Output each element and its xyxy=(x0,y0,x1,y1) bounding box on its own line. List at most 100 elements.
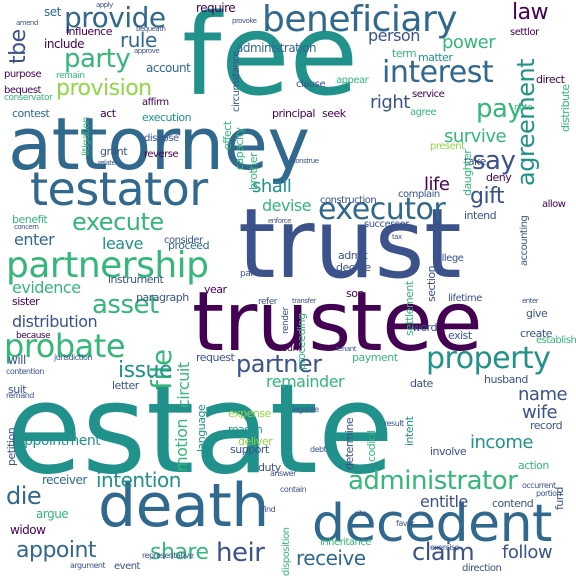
word-contest: contest xyxy=(12,107,50,120)
word-administrator: administrator xyxy=(348,466,518,496)
word-say: say xyxy=(472,146,516,176)
word-power: power xyxy=(442,32,496,53)
word-account: account xyxy=(146,61,191,75)
word-sister: sister xyxy=(12,295,40,308)
word-influence: influence xyxy=(66,25,112,38)
word-execute: execute xyxy=(72,208,164,236)
word-show: show xyxy=(246,225,263,233)
word-motion: motion xyxy=(172,418,191,472)
word-deny: deny xyxy=(486,171,512,184)
word-enter-small: enter xyxy=(522,297,539,305)
word-argument: argument xyxy=(70,561,106,570)
word-survive: survive xyxy=(444,126,507,147)
word-appoint: appoint xyxy=(16,538,97,563)
word-enforce: enforce xyxy=(268,217,291,225)
word-matter: matter xyxy=(418,51,453,64)
word-claim: claim xyxy=(412,538,475,566)
word-tax: tax xyxy=(392,233,402,241)
word-clause: clause xyxy=(296,79,326,90)
word-event: event xyxy=(114,561,140,572)
word-beneficiary: beneficiary xyxy=(262,0,458,40)
word-direct: direct xyxy=(536,73,565,86)
word-effect: effect xyxy=(221,121,234,150)
word-gift: gift xyxy=(470,184,505,209)
word-par: par xyxy=(240,269,254,279)
word-administration: administration xyxy=(236,41,317,55)
word-probate: probate xyxy=(4,327,126,365)
word-grant: grant xyxy=(100,145,128,158)
word-require: require xyxy=(196,1,236,15)
word-estate: estate xyxy=(6,358,394,502)
word-name: name xyxy=(518,384,568,405)
word-proceed: proceed xyxy=(168,239,210,252)
word-portion: portion xyxy=(536,489,562,498)
word-seek: seek xyxy=(322,107,346,120)
word-section: section xyxy=(425,265,438,302)
word-give: give xyxy=(526,307,548,320)
word-exist: exist xyxy=(448,329,472,342)
word-person: person xyxy=(368,26,420,45)
word-will: will xyxy=(8,353,26,367)
word-bequest: bequest xyxy=(4,85,41,96)
word-concern: concern xyxy=(14,223,39,231)
word-contain: contain xyxy=(280,485,307,494)
word-allege: allege xyxy=(436,253,464,264)
word-payment: payment xyxy=(352,351,398,364)
word-term: term xyxy=(392,47,417,60)
word-fee: fee xyxy=(182,0,358,121)
word-follow: follow xyxy=(502,542,553,563)
word-execution: execution xyxy=(142,111,192,124)
word-refer: refer xyxy=(258,297,277,307)
word-son: son xyxy=(346,287,364,300)
word-action: action xyxy=(518,459,549,472)
word-issue: issue xyxy=(118,358,173,383)
word-apply: apply xyxy=(96,1,113,9)
word-intend: intend xyxy=(464,209,497,222)
word-circuit: circuit xyxy=(174,362,193,408)
word-receive: receive xyxy=(296,546,366,570)
word-testator: testator xyxy=(30,162,208,216)
word-conservator: conservator xyxy=(4,93,53,103)
word-favor: favor xyxy=(396,519,415,528)
word-life: life xyxy=(424,174,450,195)
word-tenant: tenant xyxy=(336,345,356,353)
word-appear: appear xyxy=(336,75,369,86)
word-principal: principal xyxy=(272,107,315,120)
word-support: support xyxy=(230,443,269,456)
word-brother: brother xyxy=(247,152,260,190)
word-exercise: exercise xyxy=(430,543,460,552)
word-share: share xyxy=(150,540,209,565)
word-inheritance: inheritance xyxy=(320,537,372,548)
word-leave: leave xyxy=(102,234,143,253)
word-letter: letter xyxy=(112,379,139,392)
word-service: service xyxy=(412,89,445,100)
word-intent: intent xyxy=(403,416,416,446)
word-trust: trust xyxy=(238,188,462,300)
word-receiver: receiver xyxy=(42,473,87,487)
word-provoke: provoke xyxy=(232,17,257,25)
word-codicil: codicil xyxy=(365,430,378,462)
word-render: render xyxy=(281,307,291,334)
word-argue: argue xyxy=(36,507,69,521)
word-relate: relate xyxy=(98,159,116,167)
word-wife: wife xyxy=(522,402,558,423)
word-agree: agree xyxy=(410,107,437,118)
word-accounting: accounting xyxy=(519,215,530,266)
word-set: set xyxy=(44,5,61,19)
word-enter: enter xyxy=(14,230,55,249)
word-because: because xyxy=(16,331,51,341)
word-successor: successor xyxy=(364,219,409,230)
word-evidence: evidence xyxy=(12,278,81,297)
word-distribute: distribute xyxy=(559,84,572,132)
word-settlor: settlor xyxy=(510,27,539,38)
word-intention: intention xyxy=(96,468,181,492)
word-decedent: decedent xyxy=(312,494,552,554)
word-note: note xyxy=(514,103,533,113)
word-devise: devise xyxy=(262,196,312,215)
word-contention: contention xyxy=(6,367,44,376)
word-distribution: distribution xyxy=(12,312,98,331)
word-income: income xyxy=(470,432,533,453)
word-pay: pay xyxy=(476,94,523,124)
word-answer: answer xyxy=(270,469,296,478)
